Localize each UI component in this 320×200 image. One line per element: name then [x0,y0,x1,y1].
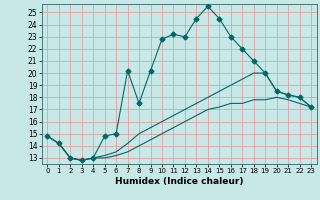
X-axis label: Humidex (Indice chaleur): Humidex (Indice chaleur) [115,177,244,186]
